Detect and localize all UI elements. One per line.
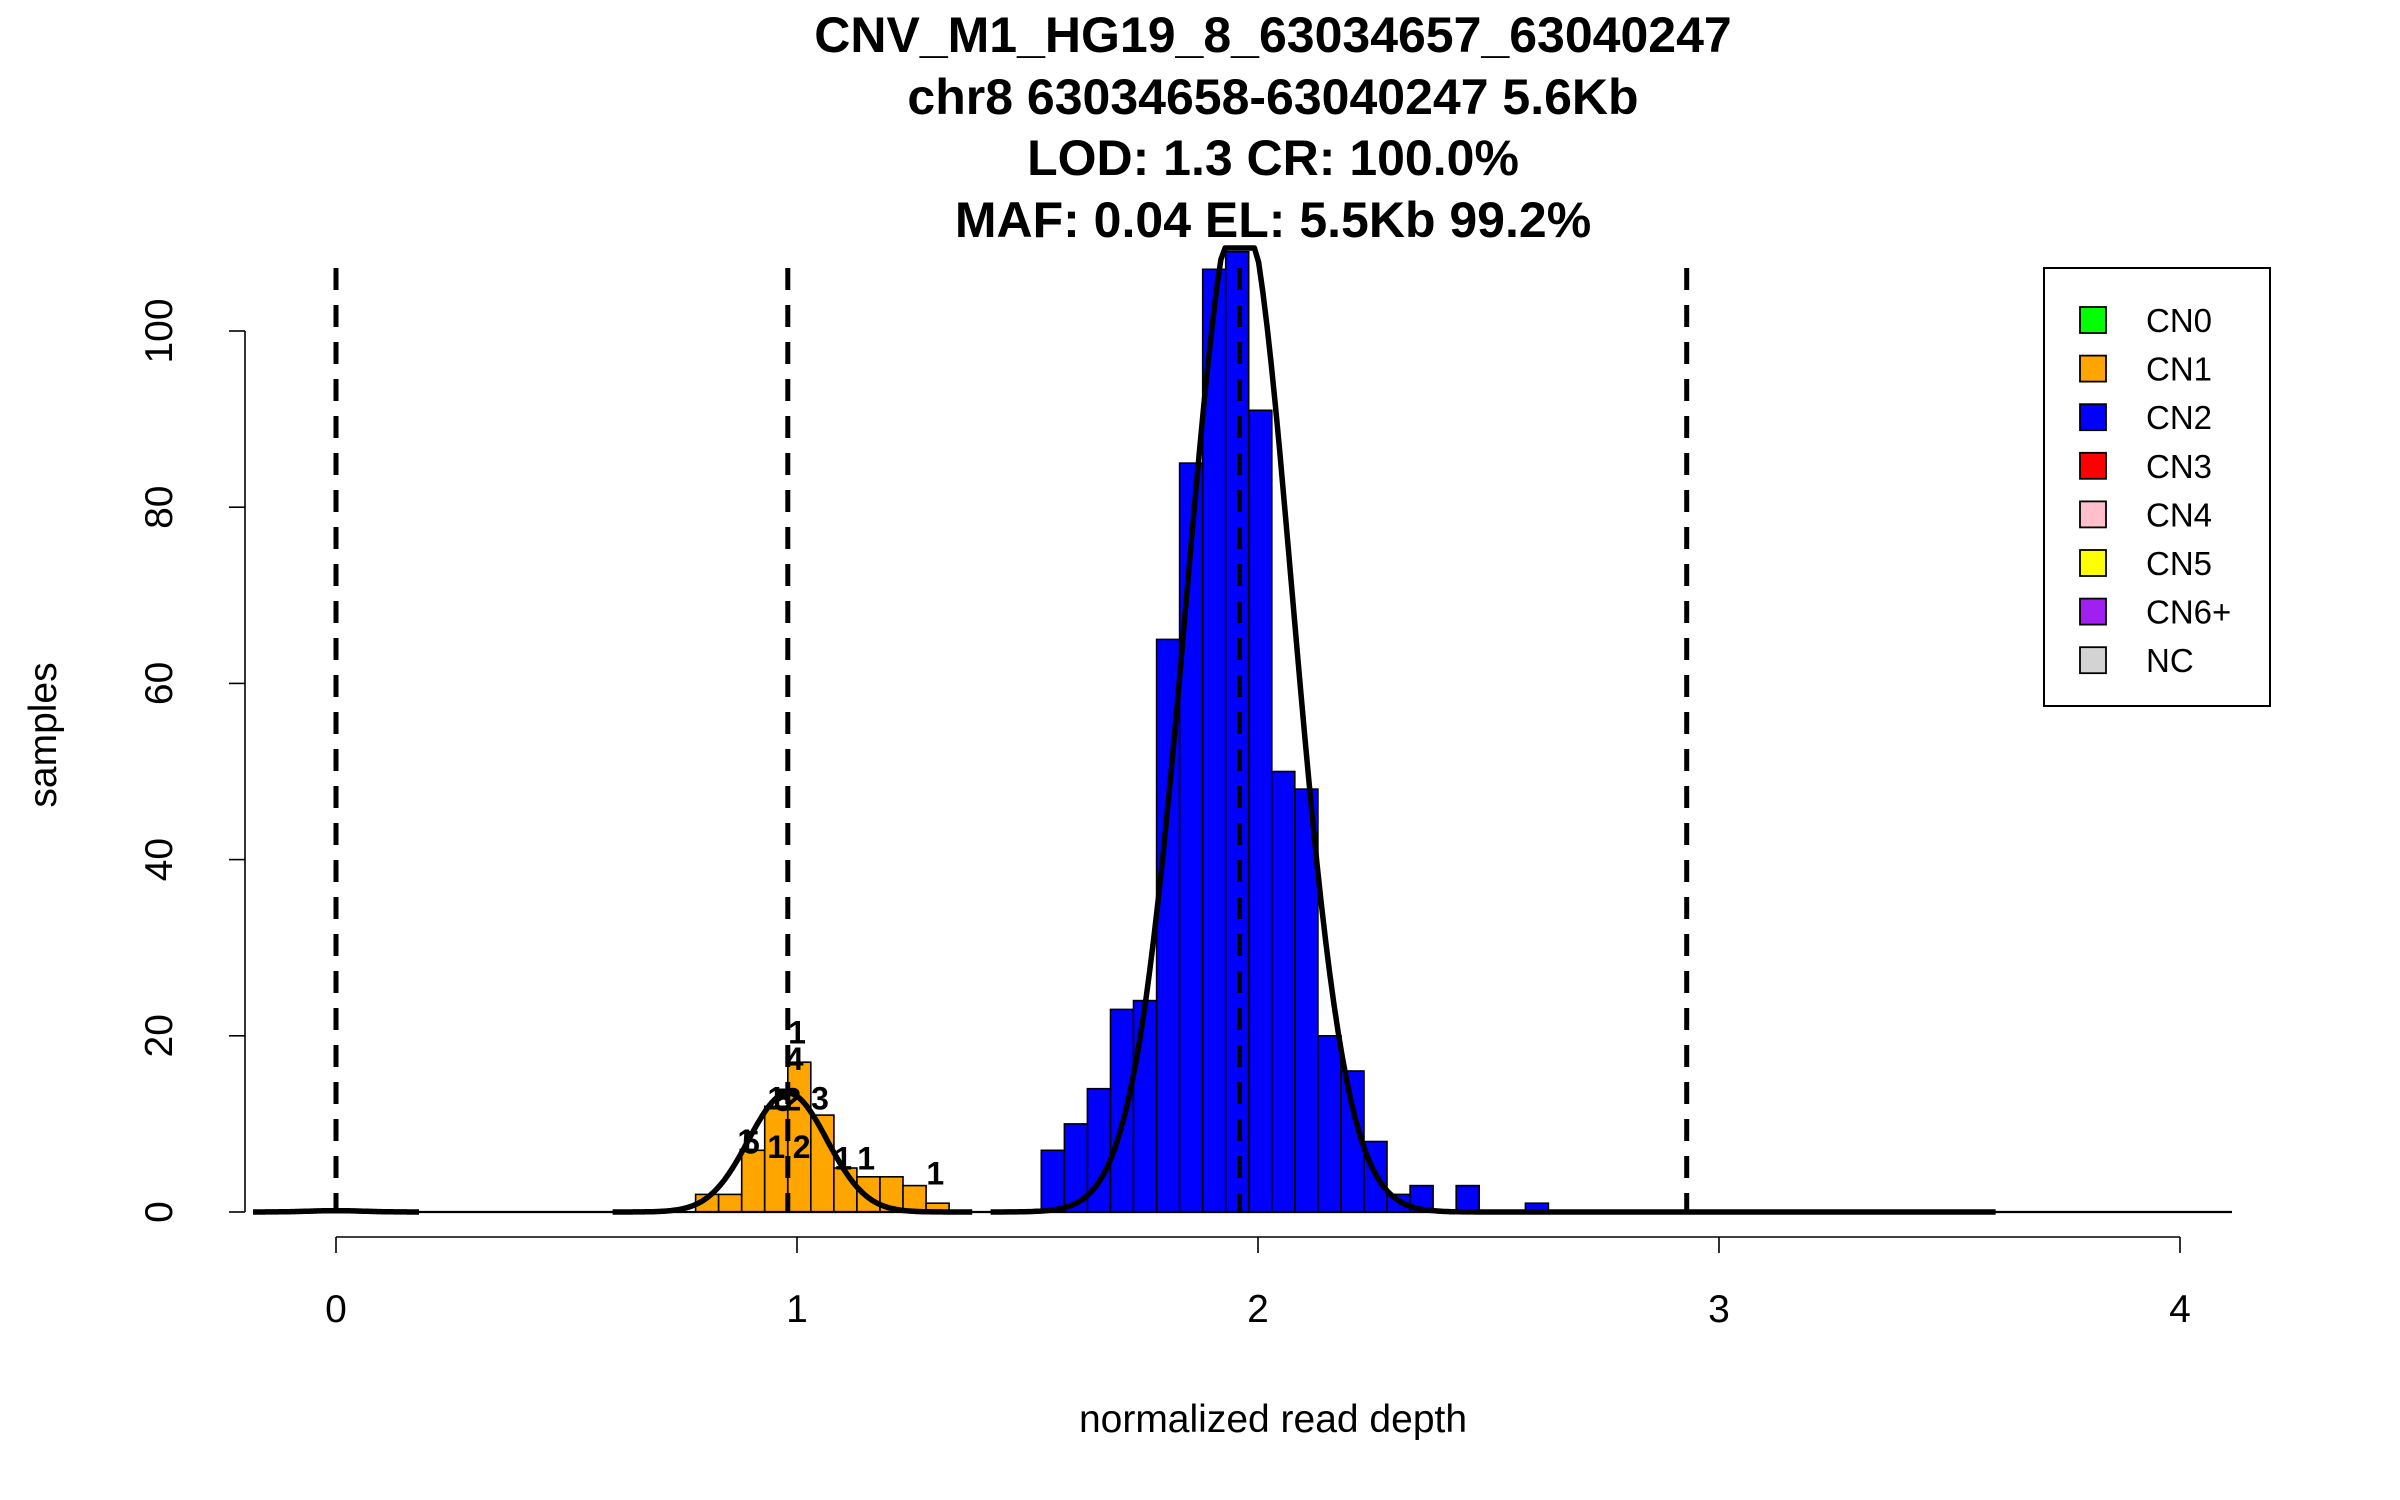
y-tick-label-0: 0 bbox=[138, 1201, 181, 1223]
y-tick-label-80: 80 bbox=[138, 486, 181, 529]
legend-label-cn0: CN0 bbox=[2146, 302, 2212, 339]
count-label-6: 1 bbox=[737, 1123, 755, 1159]
legend-swatch-cn6plus bbox=[2079, 597, 2107, 626]
y-tick-label-60: 60 bbox=[138, 662, 181, 705]
legend-swatch-cn4 bbox=[2079, 500, 2107, 529]
y-tick-label-100: 100 bbox=[138, 298, 181, 363]
y-tick-label-40: 40 bbox=[138, 838, 181, 881]
count-label-2: 1 bbox=[767, 1081, 785, 1117]
bar-cn2-7 bbox=[1201, 268, 1227, 1213]
legend-swatch-nc bbox=[2079, 646, 2107, 675]
bar-cn2-0 bbox=[1040, 1149, 1066, 1213]
legend-swatch-cn5 bbox=[2079, 549, 2107, 577]
legend-swatch-cn2 bbox=[2079, 403, 2107, 432]
histogram-bars bbox=[694, 250, 1550, 1213]
x-tick-label-0: 0 bbox=[325, 1288, 347, 1331]
count-label-9: 2 bbox=[793, 1129, 811, 1165]
chart-title: CNV_M1_HG19_8_63034657_63040247 chr8 630… bbox=[814, 7, 1731, 248]
legend-swatch-cn1 bbox=[2079, 354, 2107, 383]
legend-label-nc: NC bbox=[2146, 642, 2194, 679]
x-axis-label: normalized read depth bbox=[1079, 1398, 1467, 1441]
count-label-0: 1 bbox=[788, 1014, 806, 1050]
legend-label-cn2: CN2 bbox=[2146, 399, 2212, 436]
legend-box bbox=[2043, 267, 2271, 707]
x-tick-label-4: 4 bbox=[2169, 1288, 2191, 1331]
count-label-10: 1 bbox=[834, 1140, 852, 1176]
bar-cn2-4 bbox=[1132, 999, 1158, 1213]
legend-label-cn6plus: CN6+ bbox=[2146, 594, 2231, 631]
count-label-7: 5 bbox=[742, 1125, 760, 1161]
count-label-4: 2 bbox=[784, 1081, 802, 1117]
legend-label-cn3: CN3 bbox=[2146, 448, 2212, 485]
count-label-3: 5 bbox=[774, 1082, 792, 1118]
title-line-3: LOD: 1.3 CR: 100.0% bbox=[1027, 130, 1519, 186]
bar-cn2-12 bbox=[1317, 1035, 1342, 1213]
x-tick-label-1: 1 bbox=[786, 1288, 808, 1331]
x-tick-label-3: 3 bbox=[1708, 1288, 1730, 1331]
x-tick-label-2: 2 bbox=[1247, 1288, 1269, 1331]
legend-swatch-cn3 bbox=[2079, 451, 2107, 480]
cutoff-lines bbox=[333, 268, 1690, 1212]
title-line-4: MAF: 0.04 EL: 5.5Kb 99.2% bbox=[955, 192, 1591, 248]
legend-label-cn4: CN4 bbox=[2146, 496, 2212, 533]
title-line-1: CNV_M1_HG19_8_63034657_63040247 bbox=[814, 7, 1731, 63]
count-label-12: 1 bbox=[926, 1155, 944, 1191]
legend-swatch-cn0 bbox=[2079, 306, 2107, 334]
count-label-8: 1 bbox=[767, 1129, 785, 1165]
count-label-11: 1 bbox=[857, 1140, 875, 1176]
title-line-2: chr8 63034658-63040247 5.6Kb bbox=[907, 69, 1638, 125]
legend-label-cn5: CN5 bbox=[2146, 545, 2212, 582]
y-axis-label: samples bbox=[22, 662, 65, 807]
count-label-5: 3 bbox=[811, 1081, 829, 1117]
bar-cn1-1 bbox=[717, 1193, 743, 1213]
bar-cn2-17 bbox=[1455, 1184, 1480, 1213]
count-label-1: 4 bbox=[786, 1041, 804, 1077]
y-tick-label-20: 20 bbox=[138, 1014, 181, 1057]
legend-label-cn1: CN1 bbox=[2146, 351, 2212, 388]
bar-cn2-3 bbox=[1109, 1008, 1135, 1213]
bar-cn2-9 bbox=[1248, 409, 1273, 1213]
legend: CN0 CN1 CN2 CN3 CN4 CN5 CN6+ NC bbox=[2043, 267, 2271, 707]
bar-cn2-10 bbox=[1271, 770, 1296, 1213]
bar-cn1-9 bbox=[902, 1184, 927, 1213]
